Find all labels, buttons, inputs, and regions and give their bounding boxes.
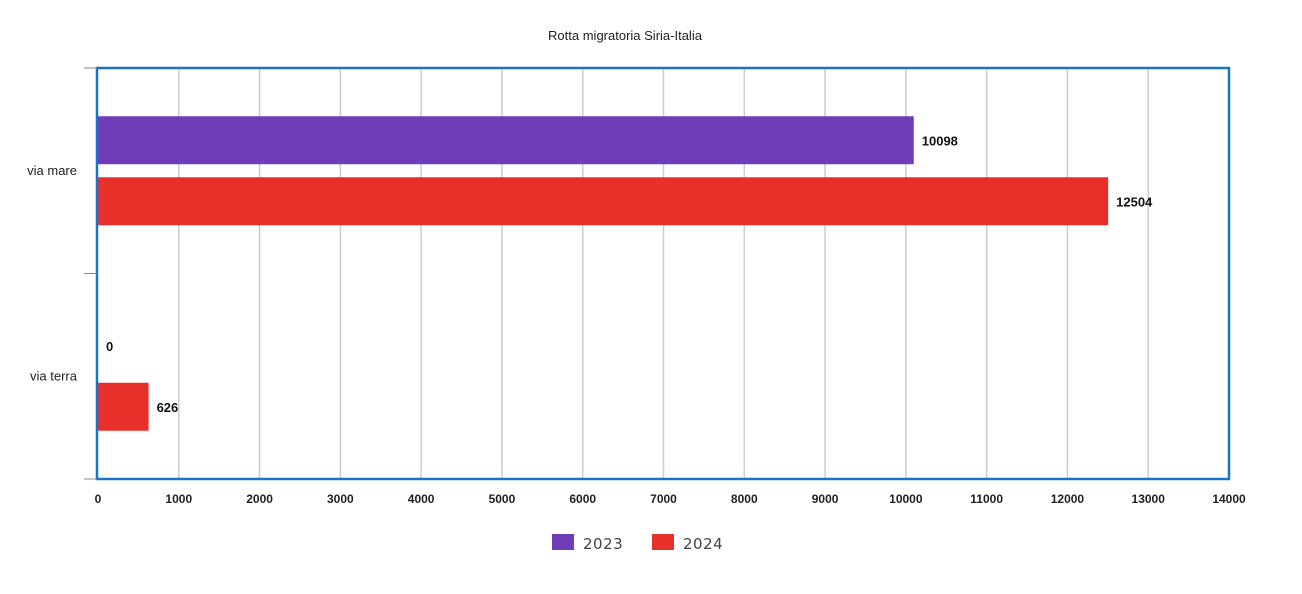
x-tick-label: 0 xyxy=(95,492,102,506)
data-labels: 10098 12504 0 626 xyxy=(106,133,1153,415)
x-tick-label: 13000 xyxy=(1132,492,1166,506)
bar-2024-via-mare xyxy=(98,177,1109,226)
x-tick-label: 4000 xyxy=(408,492,435,506)
x-tick-label: 6000 xyxy=(569,492,596,506)
category-label: via terra xyxy=(30,368,78,383)
x-tick-label: 12000 xyxy=(1051,492,1085,506)
axes: 0 1000 2000 3000 4000 5000 6000 7000 8000 9000 100… xyxy=(27,67,1246,506)
legend-label: 2023 xyxy=(583,535,623,553)
legend: 2023 2024 xyxy=(552,534,723,553)
bars xyxy=(98,116,1109,431)
data-label: 10098 xyxy=(922,133,958,148)
x-tick-label: 11000 xyxy=(970,492,1003,506)
legend-swatch-2024 xyxy=(652,534,674,550)
x-tick-label: 10000 xyxy=(889,492,923,506)
x-tick-label: 3000 xyxy=(327,492,354,506)
x-tick-label: 14000 xyxy=(1212,492,1246,506)
data-label: 0 xyxy=(106,339,113,354)
bar-2024-via-terra xyxy=(98,382,149,431)
x-tick-label: 8000 xyxy=(731,492,758,506)
category-label: via mare xyxy=(27,163,77,178)
x-tick-label: 9000 xyxy=(812,492,839,506)
x-tick-label: 1000 xyxy=(165,492,192,506)
bar-2023-via-mare xyxy=(98,116,914,165)
data-label: 12504 xyxy=(1116,194,1153,209)
x-tick-label: 7000 xyxy=(650,492,677,506)
chart-title: Rotta migratoria Siria-Italia xyxy=(548,28,703,43)
legend-label: 2024 xyxy=(683,535,723,553)
data-label: 626 xyxy=(157,400,179,415)
x-tick-label: 2000 xyxy=(246,492,273,506)
x-tick-label: 5000 xyxy=(489,492,516,506)
legend-swatch-2023 xyxy=(552,534,574,550)
